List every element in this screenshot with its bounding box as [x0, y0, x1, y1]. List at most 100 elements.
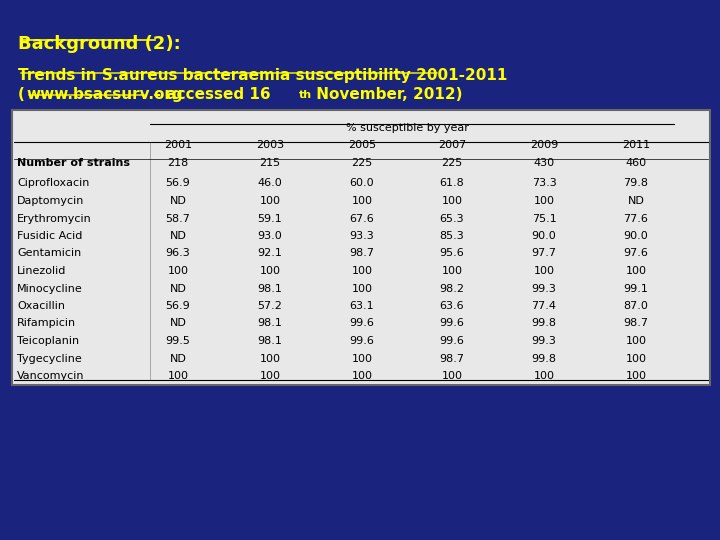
Text: 67.6: 67.6 — [350, 213, 374, 224]
Text: Erythromycin: Erythromycin — [17, 213, 91, 224]
Text: ND: ND — [628, 196, 644, 206]
Text: 99.3: 99.3 — [531, 284, 557, 294]
Text: 100: 100 — [351, 196, 372, 206]
Text: 46.0: 46.0 — [258, 179, 282, 188]
Text: 75.1: 75.1 — [531, 213, 557, 224]
Text: 100: 100 — [259, 196, 281, 206]
Text: 100: 100 — [534, 266, 554, 276]
FancyBboxPatch shape — [12, 110, 710, 385]
Text: (: ( — [18, 87, 25, 102]
Text: Tygecycline: Tygecycline — [17, 354, 82, 363]
Text: 100: 100 — [259, 371, 281, 381]
Text: 92.1: 92.1 — [258, 248, 282, 259]
Text: Vancomycin: Vancomycin — [17, 371, 84, 381]
Text: 93.0: 93.0 — [258, 231, 282, 241]
Text: % susceptible by year: % susceptible by year — [346, 123, 469, 133]
Text: 98.1: 98.1 — [258, 319, 282, 328]
Text: Ciprofloxacin: Ciprofloxacin — [17, 179, 89, 188]
Text: 95.6: 95.6 — [440, 248, 464, 259]
Text: 2005: 2005 — [348, 140, 376, 151]
Text: 99.6: 99.6 — [350, 336, 374, 346]
Text: Linezolid: Linezolid — [17, 266, 66, 276]
Text: ND: ND — [170, 284, 186, 294]
Text: 100: 100 — [534, 196, 554, 206]
Text: 100: 100 — [626, 354, 647, 363]
Text: 225: 225 — [351, 158, 373, 168]
Text: 85.3: 85.3 — [440, 231, 464, 241]
Text: Daptomycin: Daptomycin — [17, 196, 84, 206]
Text: 100: 100 — [259, 266, 281, 276]
Text: 99.8: 99.8 — [531, 354, 557, 363]
Text: 100: 100 — [351, 266, 372, 276]
Text: Minocycline: Minocycline — [17, 284, 83, 294]
Text: 430: 430 — [534, 158, 554, 168]
Text: 97.6: 97.6 — [624, 248, 649, 259]
Text: 100: 100 — [168, 371, 189, 381]
Text: 97.7: 97.7 — [531, 248, 557, 259]
Text: Fusidic Acid: Fusidic Acid — [17, 231, 82, 241]
Text: November, 2012): November, 2012) — [311, 87, 462, 102]
Text: www.bsacsurv.org: www.bsacsurv.org — [26, 87, 183, 102]
Text: 2001: 2001 — [164, 140, 192, 151]
Text: ND: ND — [170, 319, 186, 328]
Text: 99.3: 99.3 — [531, 336, 557, 346]
Text: 57.2: 57.2 — [258, 301, 282, 311]
Text: 98.7: 98.7 — [439, 354, 464, 363]
Text: 79.8: 79.8 — [624, 179, 649, 188]
Text: 61.8: 61.8 — [440, 179, 464, 188]
Text: 99.6: 99.6 — [350, 319, 374, 328]
Text: 98.7: 98.7 — [349, 248, 374, 259]
Text: th: th — [299, 90, 312, 100]
Text: ND: ND — [170, 196, 186, 206]
Text: 99.1: 99.1 — [624, 284, 649, 294]
Text: Background (2):: Background (2): — [18, 35, 181, 53]
Text: 63.1: 63.1 — [350, 301, 374, 311]
Text: 87.0: 87.0 — [624, 301, 649, 311]
Text: Trends in S.aureus bacteraemia susceptibility 2001-2011: Trends in S.aureus bacteraemia susceptib… — [18, 68, 508, 83]
Text: 100: 100 — [626, 336, 647, 346]
Text: 99.6: 99.6 — [440, 336, 464, 346]
Text: 90.0: 90.0 — [531, 231, 557, 241]
Text: 65.3: 65.3 — [440, 213, 464, 224]
Text: 460: 460 — [626, 158, 647, 168]
Text: 98.1: 98.1 — [258, 284, 282, 294]
Text: 90.0: 90.0 — [624, 231, 649, 241]
Text: 58.7: 58.7 — [166, 213, 190, 224]
Text: 100: 100 — [351, 371, 372, 381]
Text: 99.5: 99.5 — [166, 336, 190, 346]
Text: – accessed 16: – accessed 16 — [148, 87, 271, 102]
Text: 98.1: 98.1 — [258, 336, 282, 346]
Text: Gentamicin: Gentamicin — [17, 248, 81, 259]
Text: 99.6: 99.6 — [440, 319, 464, 328]
Text: 100: 100 — [441, 371, 462, 381]
Text: 100: 100 — [259, 354, 281, 363]
Text: 100: 100 — [168, 266, 189, 276]
Text: 215: 215 — [259, 158, 281, 168]
Text: 77.6: 77.6 — [624, 213, 649, 224]
Text: 2009: 2009 — [530, 140, 558, 151]
Text: 100: 100 — [441, 266, 462, 276]
Text: 100: 100 — [351, 284, 372, 294]
Text: 93.3: 93.3 — [350, 231, 374, 241]
Text: 98.7: 98.7 — [624, 319, 649, 328]
Text: Rifampicin: Rifampicin — [17, 319, 76, 328]
Text: 100: 100 — [626, 266, 647, 276]
Text: 96.3: 96.3 — [166, 248, 190, 259]
Text: 2007: 2007 — [438, 140, 466, 151]
Text: 2011: 2011 — [622, 140, 650, 151]
Text: 100: 100 — [351, 354, 372, 363]
Text: 59.1: 59.1 — [258, 213, 282, 224]
Text: 56.9: 56.9 — [166, 179, 190, 188]
Text: Number of strains: Number of strains — [17, 158, 130, 168]
Text: 77.4: 77.4 — [531, 301, 557, 311]
Text: 218: 218 — [167, 158, 189, 168]
Text: Teicoplanin: Teicoplanin — [17, 336, 79, 346]
Text: Oxacillin: Oxacillin — [17, 301, 65, 311]
Text: 100: 100 — [441, 196, 462, 206]
Text: 100: 100 — [626, 371, 647, 381]
Text: ND: ND — [170, 231, 186, 241]
Text: 225: 225 — [441, 158, 463, 168]
Text: 2003: 2003 — [256, 140, 284, 151]
Text: 60.0: 60.0 — [350, 179, 374, 188]
Text: 56.9: 56.9 — [166, 301, 190, 311]
